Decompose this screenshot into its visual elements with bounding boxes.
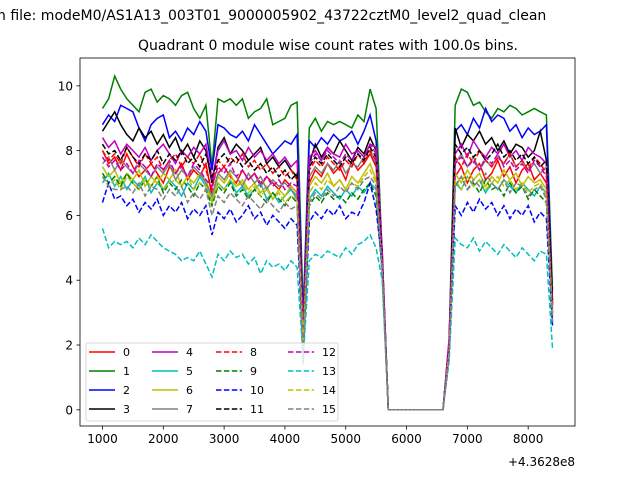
legend-label-8: 8 bbox=[250, 346, 257, 359]
chart-suptitle: n file: modeM0/AS1A13_003T01_9000005902_… bbox=[0, 8, 546, 24]
y-axis: 0 2 4 6 8 10 bbox=[58, 79, 80, 417]
legend-label-5: 5 bbox=[186, 365, 193, 378]
series-line-11 bbox=[101, 141, 554, 411]
series-line-10 bbox=[101, 180, 554, 411]
legend-label-10: 10 bbox=[250, 384, 264, 397]
y-tick-label: 6 bbox=[65, 209, 73, 223]
legend-label-2: 2 bbox=[123, 384, 130, 397]
x-tick-label: 7000 bbox=[452, 432, 483, 446]
x-tick-label: 8000 bbox=[513, 432, 544, 446]
legend-label-6: 6 bbox=[186, 384, 193, 397]
legend-label-11: 11 bbox=[250, 403, 264, 416]
series-line-14 bbox=[101, 168, 554, 411]
legend-label-12: 12 bbox=[322, 346, 336, 359]
x-tick-label: 1000 bbox=[87, 432, 118, 446]
y-tick-label: 10 bbox=[58, 79, 73, 93]
series-line-15 bbox=[101, 171, 554, 411]
series-line-13 bbox=[101, 228, 554, 411]
legend-label-1: 1 bbox=[123, 365, 130, 378]
legend-label-15: 15 bbox=[322, 403, 336, 416]
y-tick-label: 0 bbox=[65, 403, 73, 417]
x-tick-label: 4000 bbox=[270, 432, 301, 446]
legend-label-3: 3 bbox=[123, 403, 130, 416]
legend-label-0: 0 bbox=[123, 346, 130, 359]
plot-lines bbox=[101, 73, 554, 411]
chart-title: Quadrant 0 module wise count rates with … bbox=[138, 38, 518, 54]
y-tick-label: 4 bbox=[65, 274, 73, 288]
series-line-7 bbox=[101, 149, 554, 411]
series-line-8 bbox=[101, 145, 554, 411]
x-tick-label: 3000 bbox=[209, 432, 240, 446]
legend-label-9: 9 bbox=[250, 365, 257, 378]
legend-label-14: 14 bbox=[322, 384, 336, 397]
y-tick-label: 2 bbox=[65, 339, 73, 353]
axes-frame bbox=[79, 57, 576, 427]
legend-label-13: 13 bbox=[322, 365, 336, 378]
x-tick-label: 5000 bbox=[330, 432, 361, 446]
y-tick-label: 8 bbox=[65, 144, 73, 158]
series-line-12 bbox=[101, 142, 554, 411]
x-offset-label: +4.3628e8 bbox=[508, 455, 575, 469]
x-tick-label: 2000 bbox=[148, 432, 179, 446]
legend-label-7: 7 bbox=[186, 403, 193, 416]
series-line-9 bbox=[101, 171, 554, 411]
x-axis: 1000 2000 3000 4000 5000 6000 7000 8000 bbox=[87, 426, 543, 446]
legend-frame bbox=[85, 342, 339, 422]
series-line-2 bbox=[101, 104, 554, 411]
x-tick-label: 6000 bbox=[391, 432, 422, 446]
legend-label-4: 4 bbox=[186, 346, 193, 359]
series-line-1 bbox=[101, 73, 554, 411]
